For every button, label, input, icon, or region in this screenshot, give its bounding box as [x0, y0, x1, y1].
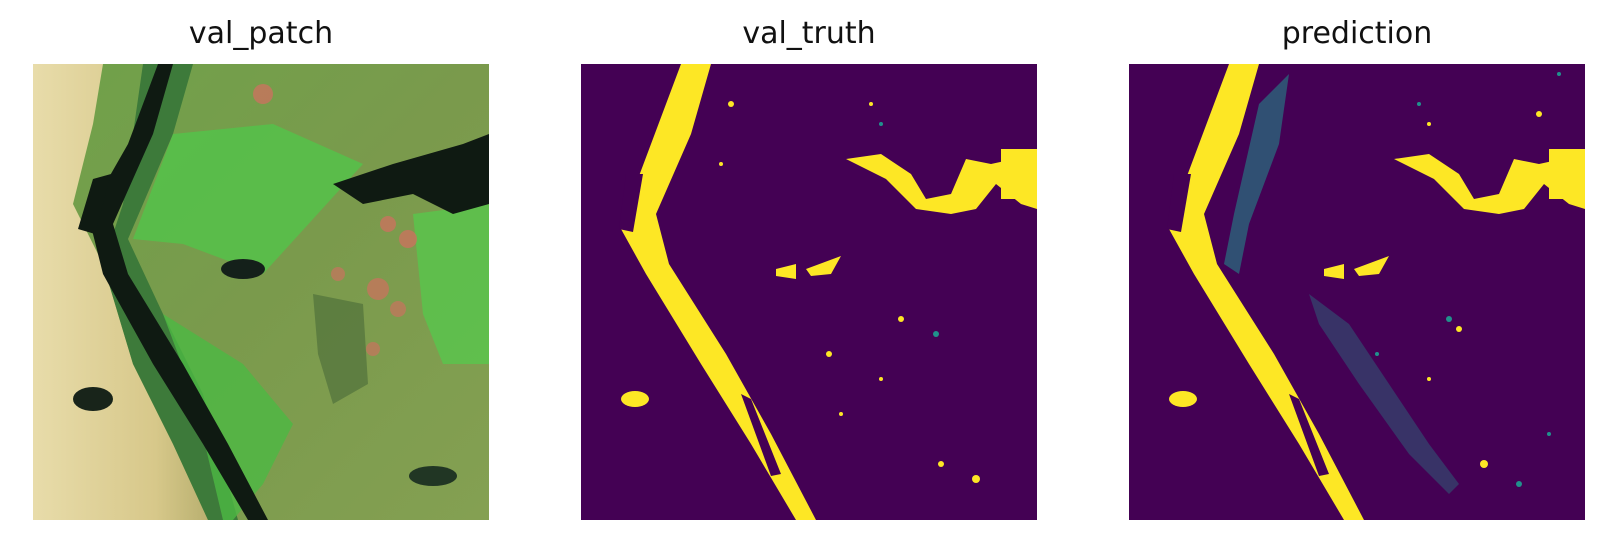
truth-mask	[581, 64, 1037, 520]
truth-mask-panel	[581, 64, 1037, 520]
satellite-image	[33, 64, 489, 520]
prediction-mask	[1129, 64, 1585, 520]
satellite-image-panel	[33, 64, 489, 520]
prediction-mask-panel	[1129, 64, 1585, 520]
title-val-truth: val_truth	[742, 16, 876, 51]
title-val-patch: val_patch	[188, 16, 334, 51]
title-prediction: prediction	[1281, 16, 1433, 51]
